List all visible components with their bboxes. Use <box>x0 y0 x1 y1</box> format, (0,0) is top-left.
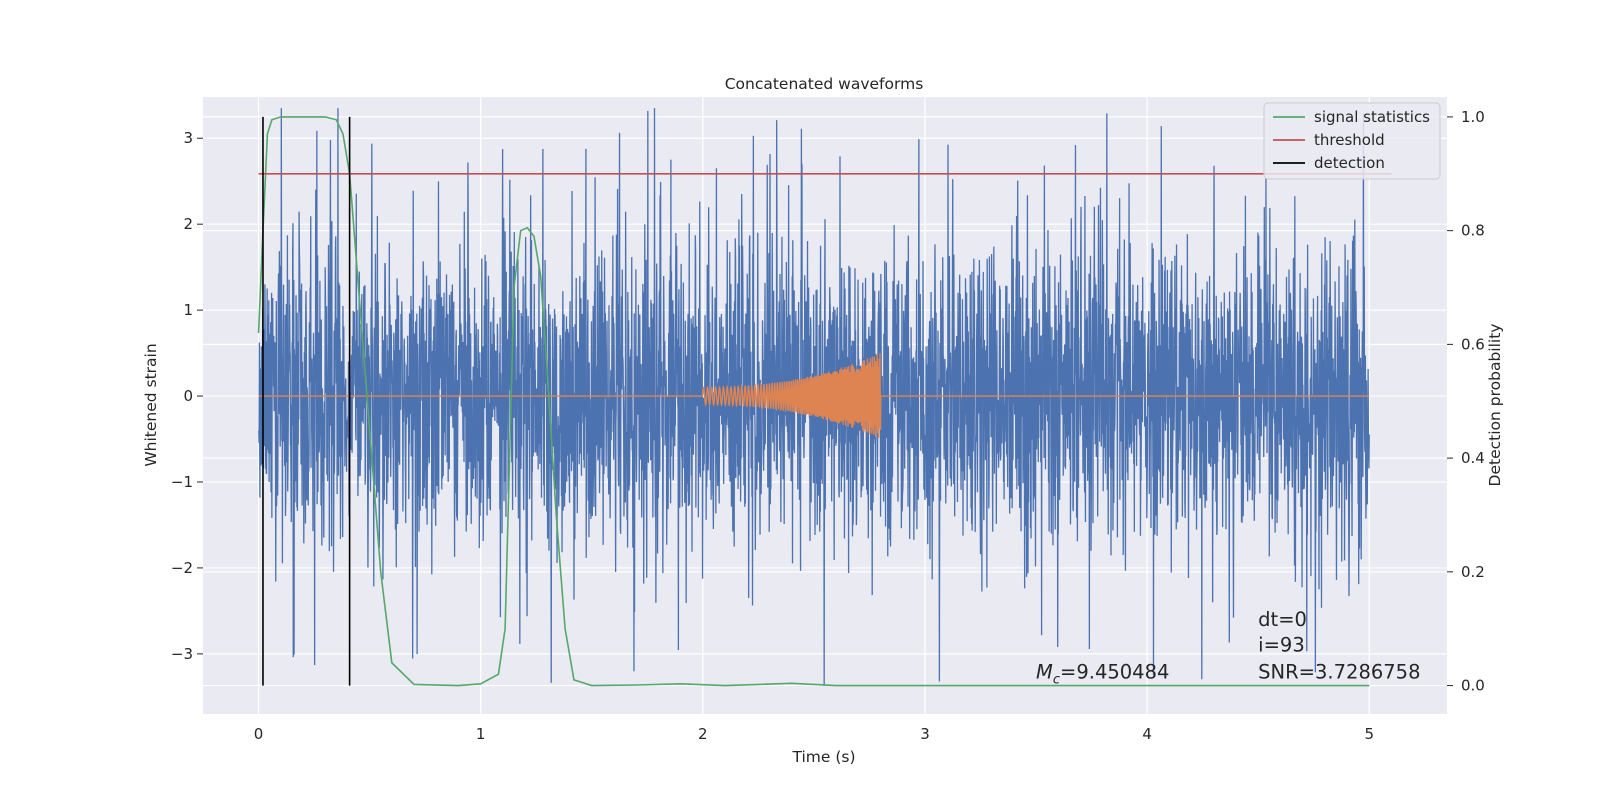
y-axis-left-label: Whitened strain <box>142 343 160 466</box>
y-left-tick-label-3: 0 <box>183 387 193 405</box>
annotation-1: i=93 <box>1258 633 1305 656</box>
x-tick-label-4: 4 <box>1142 725 1152 743</box>
legend-label-signal-statistics: signal statistics <box>1314 108 1430 126</box>
y-axis-right-label: Detection probability <box>1486 324 1504 487</box>
chart-title: Concatenated waveforms <box>725 75 924 93</box>
series-signal-statistics-line <box>257 116 1370 687</box>
series-noise-line <box>257 108 1370 686</box>
y-left-tick-label-2: −1 <box>171 473 193 491</box>
y-left-tick-label-1: −2 <box>171 559 193 577</box>
annotation-2: SNR=3.7286758 <box>1258 661 1420 684</box>
series-chirp-line <box>258 353 1370 438</box>
y-right-tick-label-3: 0.6 <box>1461 335 1485 353</box>
axes: 0 1 2 3 4 5 −3 −2 −1 0 1 2 3 0.0 0.2 0.4 0.6 0.8 1.0 <box>171 108 1485 743</box>
x-tick-label-1: 1 <box>476 725 486 743</box>
y-right-tick-label-5: 1.0 <box>1461 108 1485 126</box>
y-right-tick-label-0: 0.0 <box>1461 677 1485 695</box>
y-left-tick-label-6: 3 <box>183 129 193 147</box>
x-tick-label-5: 5 <box>1364 725 1374 743</box>
legend-label-threshold: threshold <box>1314 131 1385 149</box>
y-left-tick-label-4: 1 <box>183 301 193 319</box>
x-tick-label-2: 2 <box>698 725 708 743</box>
y-left-tick-label-0: −3 <box>171 645 193 663</box>
y-right-tick-label-4: 0.8 <box>1461 222 1485 240</box>
x-axis-label: Time (s) <box>791 748 855 766</box>
y-right-tick-label-2: 0.4 <box>1461 449 1485 467</box>
annotation-3: Mc=9.450484 <box>1036 661 1169 688</box>
annotation-0: dt=0 <box>1258 608 1307 631</box>
series-layer <box>257 108 1392 687</box>
x-tick-label-3: 3 <box>920 725 930 743</box>
y-right-tick-label-1: 0.2 <box>1461 563 1485 581</box>
legend-label-detection: detection <box>1314 154 1385 172</box>
x-tick-label-0: 0 <box>254 725 264 743</box>
y-left-tick-label-5: 2 <box>183 215 193 233</box>
legend[interactable]: signal statistics threshold detection <box>1263 102 1441 180</box>
legend-box <box>1263 102 1441 180</box>
annotations: dt=0i=93 SNR=3.7286758 Mc=9.450484 <box>1036 608 1420 688</box>
